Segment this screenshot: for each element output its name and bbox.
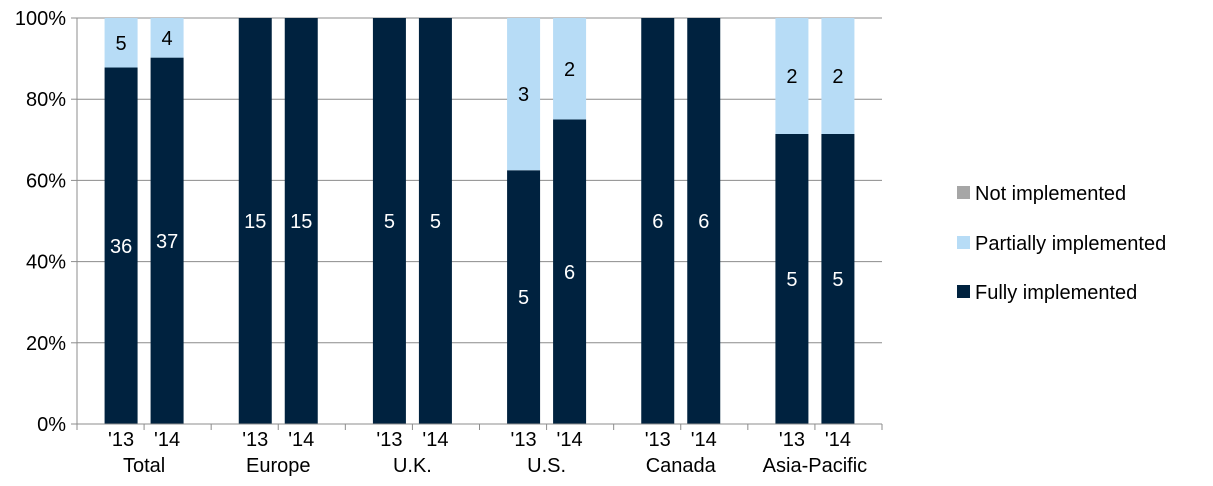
x-category-label: U.S. bbox=[527, 455, 566, 477]
y-tick-label: 80% bbox=[26, 89, 66, 111]
bar-segment-fully-implemented bbox=[372, 18, 406, 424]
bar-segment-partially-implemented bbox=[821, 18, 855, 134]
bar-segment-fully-implemented bbox=[284, 18, 318, 424]
bar-segment-partially-implemented bbox=[553, 18, 587, 120]
bar-segment-partially-implemented bbox=[104, 18, 138, 68]
legend: Not implemented Partially implemented Full… bbox=[957, 183, 1166, 304]
data-label: 15 bbox=[244, 211, 266, 233]
bar-segment-fully-implemented bbox=[238, 18, 272, 424]
x-category-label: Asia-Pacific bbox=[763, 455, 867, 477]
bar-segment-partially-implemented bbox=[507, 18, 541, 171]
legend-label: Not implemented bbox=[975, 183, 1126, 205]
bar-segment-fully-implemented bbox=[507, 170, 541, 424]
legend-swatch bbox=[957, 285, 970, 298]
x-category-label: Total bbox=[123, 455, 165, 477]
data-label: 6 bbox=[564, 262, 575, 284]
x-year-label: '13 bbox=[779, 429, 805, 451]
data-label: 37 bbox=[156, 231, 178, 253]
data-label: 5 bbox=[430, 211, 441, 233]
bar-segment-partially-implemented bbox=[150, 18, 184, 58]
data-label: 6 bbox=[698, 211, 709, 233]
bars bbox=[104, 18, 855, 425]
x-category-label: U.K. bbox=[393, 455, 432, 477]
data-label: 6 bbox=[652, 211, 663, 233]
data-label: 2 bbox=[564, 59, 575, 81]
data-label: 5 bbox=[384, 211, 395, 233]
data-label: 15 bbox=[290, 211, 312, 233]
data-label: 3 bbox=[518, 84, 529, 106]
data-label: 2 bbox=[786, 66, 797, 88]
x-year-label: '13 bbox=[108, 429, 134, 451]
x-year-label: '14 bbox=[691, 429, 717, 451]
x-year-label: '14 bbox=[825, 429, 851, 451]
legend-swatch bbox=[957, 186, 970, 199]
bar-segment-fully-implemented bbox=[821, 134, 855, 424]
data-label: 5 bbox=[116, 33, 127, 55]
data-label: 5 bbox=[832, 269, 843, 291]
x-category-label: Europe bbox=[246, 455, 311, 477]
data-label: 5 bbox=[518, 287, 529, 309]
y-tick-label: 100% bbox=[15, 8, 66, 30]
legend-swatch bbox=[957, 236, 970, 249]
x-year-label: '14 bbox=[557, 429, 583, 451]
x-year-label: '13 bbox=[242, 429, 268, 451]
gridlines bbox=[77, 17, 882, 344]
y-tick-label: 0% bbox=[37, 414, 66, 436]
axes: 0% 20% 40% 60% 80% 100% '13 '14 Total '13 '14 Europ… bbox=[15, 8, 883, 477]
y-tick-label: 60% bbox=[26, 170, 66, 192]
data-label: 4 bbox=[162, 28, 173, 50]
x-year-label: '14 bbox=[154, 429, 180, 451]
data-label: 36 bbox=[110, 236, 132, 258]
bar-segment-fully-implemented bbox=[775, 134, 809, 424]
bar-segment-fully-implemented bbox=[150, 57, 184, 425]
bar-segment-fully-implemented bbox=[553, 119, 587, 424]
legend-label: Partially implemented bbox=[975, 233, 1166, 255]
x-year-label: '13 bbox=[376, 429, 402, 451]
x-year-label: '14 bbox=[288, 429, 314, 451]
bar-segment-fully-implemented bbox=[687, 18, 721, 424]
data-label: 2 bbox=[832, 66, 843, 88]
x-year-label: '13 bbox=[645, 429, 671, 451]
bar-segment-fully-implemented bbox=[641, 18, 675, 424]
y-tick-label: 40% bbox=[26, 252, 66, 274]
bar-segment-fully-implemented bbox=[418, 18, 452, 424]
x-year-label: '14 bbox=[422, 429, 448, 451]
x-category-label: Canada bbox=[646, 455, 717, 477]
bar-segment-fully-implemented bbox=[104, 67, 138, 424]
bar-segment-partially-implemented bbox=[775, 18, 809, 134]
data-label: 5 bbox=[786, 269, 797, 291]
y-tick-label: 20% bbox=[26, 333, 66, 355]
x-year-label: '13 bbox=[511, 429, 537, 451]
legend-label: Fully implemented bbox=[975, 282, 1137, 304]
